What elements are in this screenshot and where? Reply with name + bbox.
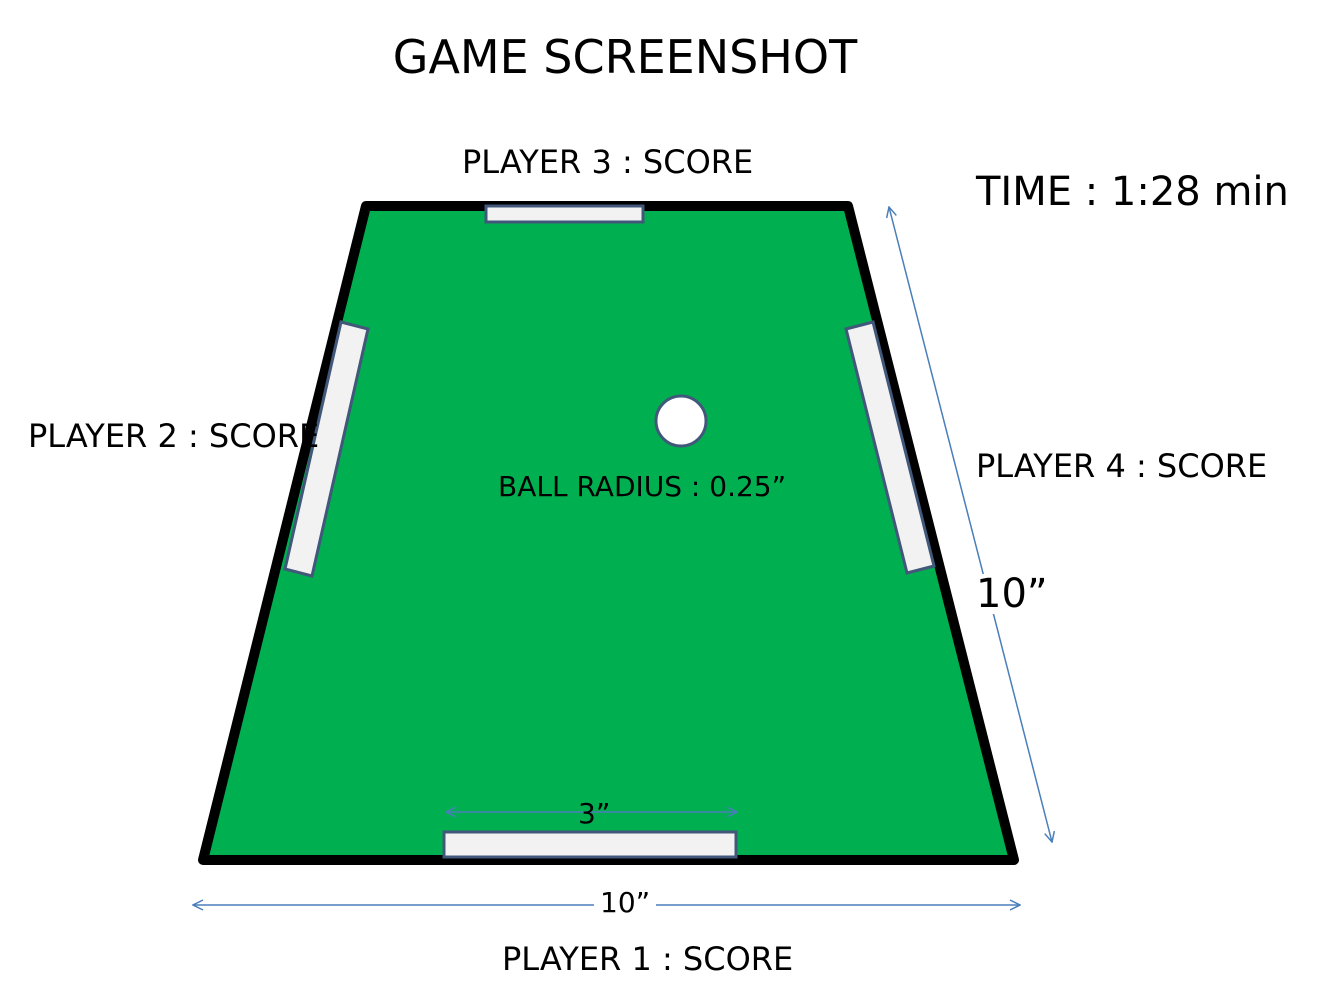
bottom-length-label: 10” <box>594 889 657 917</box>
paddle-width-label: 3” <box>578 797 611 830</box>
game-timer: TIME : 1:28 min <box>976 169 1289 215</box>
paddle-player-2[interactable] <box>283 320 370 578</box>
ball-radius-label: BALL RADIUS : 0.25” <box>498 470 787 503</box>
page-title: GAME SCREENSHOT <box>392 30 858 84</box>
paddle-player-1[interactable] <box>442 830 738 859</box>
ball <box>654 394 708 448</box>
player-1-score: PLAYER 1 : SCORE <box>502 940 794 978</box>
paddle-player-3[interactable] <box>484 204 645 224</box>
player-2-score: PLAYER 2 : SCORE <box>28 417 320 455</box>
player-3-score: PLAYER 3 : SCORE <box>462 143 754 181</box>
playing-field <box>198 201 1019 865</box>
side-length-arrow <box>889 207 1052 842</box>
side-length-label: 10” <box>976 571 1048 617</box>
player-4-score: PLAYER 4 : SCORE <box>976 447 1268 485</box>
